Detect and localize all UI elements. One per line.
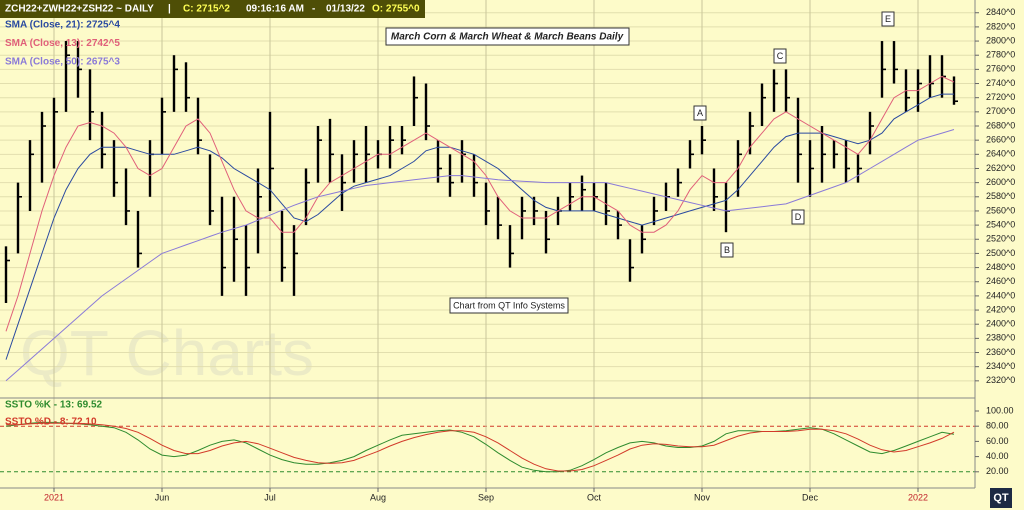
y-tick-label: 60.00 [986, 436, 1009, 446]
y-tick-label: 2440^0 [986, 290, 1015, 300]
y-tick-label: 2320^0 [986, 375, 1015, 385]
y-tick-label: 2420^0 [986, 304, 1015, 314]
y-tick-label: 2660^0 [986, 135, 1015, 145]
y-tick-label: 2680^0 [986, 120, 1015, 130]
y-tick-label: 2640^0 [986, 149, 1015, 159]
header-close: C: 2715^2 [183, 4, 230, 15]
x-tick-label: Oct [587, 492, 602, 502]
x-tick-label: Dec [802, 492, 819, 502]
y-tick-label: 2820^0 [986, 21, 1015, 31]
x-tick-label: Jul [264, 492, 276, 502]
y-tick-label: 2840^0 [986, 7, 1015, 17]
annotation: E [885, 14, 891, 24]
x-tick-label: Aug [370, 492, 386, 502]
y-tick-label: 100.00 [986, 405, 1014, 415]
annotation-box [791, 209, 805, 225]
y-tick-label: 2800^0 [986, 35, 1015, 45]
x-tick-label: Jun [155, 492, 170, 502]
x-tick-label: 2021 [44, 492, 64, 502]
note-box [449, 297, 569, 314]
legend-entry: SMA (Close, 50): 2675^3 [5, 57, 120, 68]
sma-line [5, 93, 954, 360]
annotation: A [697, 108, 703, 118]
y-tick-label: 2400^0 [986, 319, 1015, 329]
logo: QT [993, 492, 1009, 504]
y-tick-label: 2340^0 [986, 361, 1015, 371]
header-symbol: ZCH22+ZWH22+ZSH22 ~ DAILY [5, 4, 154, 15]
title-box [385, 27, 630, 46]
y-tick-label: 2620^0 [986, 163, 1015, 173]
y-tick-label: 2520^0 [986, 234, 1015, 244]
grid [0, 0, 975, 488]
source-note: Chart from QT Info Systems [453, 300, 565, 310]
header-separator: - [312, 4, 315, 15]
y-tick-label: 20.00 [986, 466, 1009, 476]
annotation-box [693, 105, 707, 121]
header-date: 01/13/22 [326, 4, 365, 15]
annotation: C [777, 51, 784, 61]
x-tick-label: 2022 [908, 492, 928, 502]
annotation-box [773, 48, 787, 64]
header-open: O: 2755^0 [372, 4, 420, 15]
marks [4, 41, 958, 473]
stochastic-line [6, 422, 955, 472]
y-tick-label: 2500^0 [986, 248, 1015, 258]
header-separator: | [168, 4, 171, 15]
y-tick-label: 2720^0 [986, 92, 1015, 102]
y-tick-label: 80.00 [986, 421, 1009, 431]
y-tick-label: 2700^0 [986, 106, 1015, 116]
annotation-box [881, 11, 895, 27]
y-tick-label: 2380^0 [986, 333, 1015, 343]
y-tick-label: 2480^0 [986, 262, 1015, 272]
stochastic-line [5, 421, 955, 473]
y-tick-label: 2740^0 [986, 78, 1015, 88]
y-tick-label: 2760^0 [986, 64, 1015, 74]
y-tick-label: 2580^0 [986, 191, 1015, 201]
y-tick-label: 40.00 [986, 451, 1009, 461]
legend-entry: SSTO %D - 8: 72.10 [5, 417, 97, 428]
annotation-box [720, 242, 734, 258]
legend-entry: SMA (Close, 13): 2742^5 [5, 38, 120, 49]
legend-entry: SMA (Close, 21): 2725^4 [5, 20, 120, 31]
logo-box [990, 488, 1012, 508]
annotation: D [795, 212, 802, 222]
header-time: 09:16:16 AM [246, 4, 304, 15]
annotation: B [724, 245, 730, 255]
y-tick-label: 2360^0 [986, 347, 1015, 357]
y-tick-label: 2540^0 [986, 219, 1015, 229]
sma-line [5, 129, 955, 382]
x-tick-label: Nov [694, 492, 711, 502]
y-tick-label: 2560^0 [986, 205, 1015, 215]
header-box [0, 0, 425, 18]
chart-title: March Corn & March Wheat & March Beans D… [391, 32, 624, 43]
y-tick-label: 2600^0 [986, 177, 1015, 187]
y-tick-label: 2780^0 [986, 50, 1015, 60]
sma-line [5, 75, 955, 332]
x-tick-label: Sep [478, 492, 494, 502]
y-tick-label: 2460^0 [986, 276, 1015, 286]
legend-entry: SSTO %K - 13: 69.52 [5, 400, 103, 411]
